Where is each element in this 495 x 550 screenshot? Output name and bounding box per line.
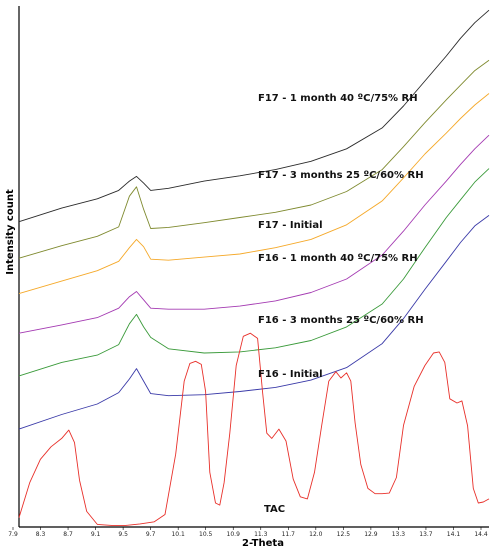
- x-tick-label: 12.5: [337, 531, 351, 538]
- x-tick-label: 11.7: [282, 531, 296, 538]
- series-layer: [18, 9, 490, 526]
- series-line-f16-initial: [18, 215, 490, 430]
- x-tick-label: 9.1: [91, 531, 101, 538]
- x-tick-label: 10.5: [199, 531, 213, 538]
- series-line-f17-1-month-40-c-75-rh: [18, 9, 490, 223]
- series-line-f17-3-months-25-c-60-rh: [18, 59, 490, 259]
- x-tick-label: 13.7: [419, 531, 433, 538]
- series-line-f17-initial: [18, 93, 490, 295]
- x-axis-title: 2-Theta: [242, 538, 284, 549]
- x-tick-label: 9.7: [146, 531, 156, 538]
- x-tick-label: 13.3: [392, 531, 406, 538]
- x-tick-label: 7.9: [8, 531, 18, 538]
- series-label-f17-3-months-25-c-60-rh: F17 - 3 months 25 ºC/60% RH: [258, 170, 424, 181]
- x-tick-label: 11.3: [254, 531, 268, 538]
- series-label-f16-1-month-40-c-75-rh: F16 - 1 month 40 ºC/75% RH: [258, 253, 418, 264]
- x-tick-label: 9.5: [118, 531, 128, 538]
- x-tick-label: 14.4: [474, 531, 488, 538]
- x-tick-label: 8.3: [36, 531, 46, 538]
- x-tick-label: 12.9: [364, 531, 378, 538]
- x-tick-label: 14.1: [447, 531, 461, 538]
- series-label-f16-initial: F16 - Initial: [258, 369, 323, 380]
- x-tick-label: 12.0: [309, 531, 323, 538]
- series-label-f16-3-months-25-c-60-rh: F16 - 3 months 25 ºC/60% RH: [258, 315, 424, 326]
- series-line-tac: [18, 332, 490, 526]
- series-line-f16-1-month-40-c-75-rh: [18, 134, 490, 334]
- x-tick-layer: 7.9 8.3 8.7 9.1 9.5 9.7 10.1 10.5 10.9 11.3 11.7 12…: [8, 527, 488, 538]
- y-axis-title: Intensity count: [5, 189, 16, 275]
- series-label-f17-initial: F17 - Initial: [258, 220, 323, 231]
- series-label-f17-1-month-40-c-75-rh: F17 - 1 month 40 ºC/75% RH: [258, 93, 418, 104]
- series-label-layer: F17 - 1 month 40 ºC/75% RH F17 - 3 months…: [258, 93, 424, 515]
- x-tick-label: 8.7: [63, 531, 73, 538]
- x-tick-label: 10.9: [227, 531, 241, 538]
- x-tick-label: 10.1: [171, 531, 185, 538]
- series-label-tac: TAC: [264, 504, 285, 515]
